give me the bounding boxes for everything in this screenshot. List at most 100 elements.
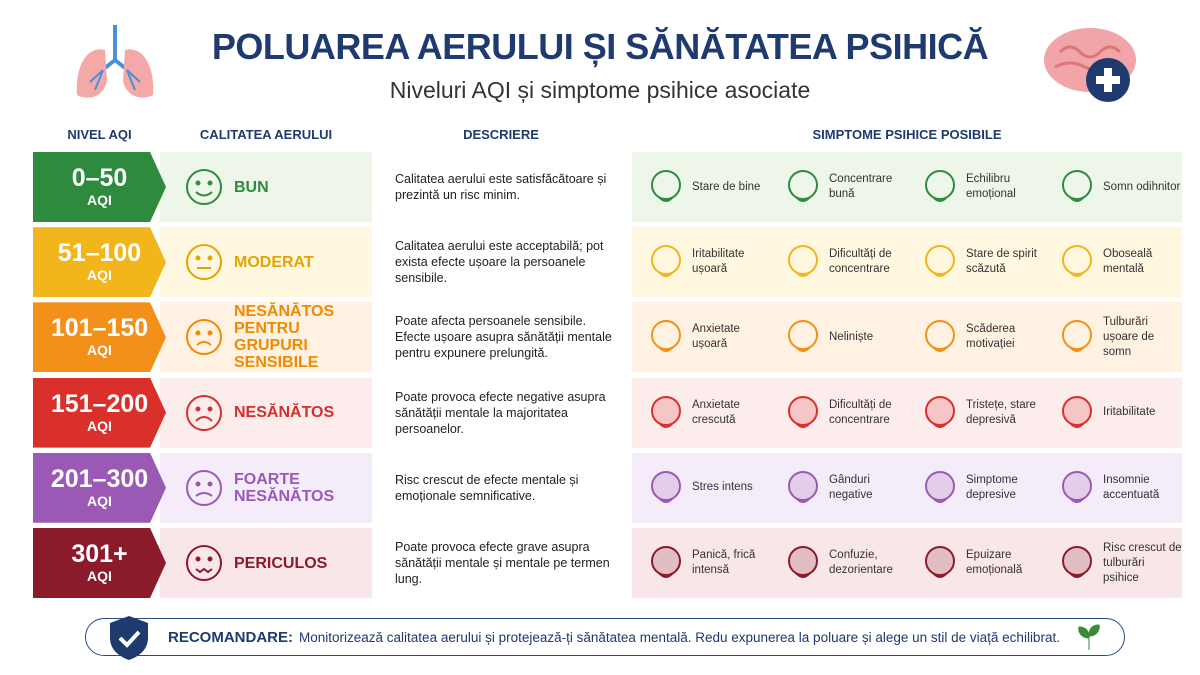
subtitle: Niveluri AQI și simptome psihice asociat… xyxy=(389,77,811,103)
aqi-range: 51–100 xyxy=(57,239,142,268)
aqi-unit: AQI xyxy=(87,568,112,584)
symptom-icon xyxy=(651,546,681,578)
recommendation-label: RECOMANDARE: xyxy=(168,628,293,646)
symptom-icon xyxy=(925,470,955,503)
column-header: NIVEL AQI xyxy=(67,127,132,142)
symptom-label: Stare de bine xyxy=(692,180,761,193)
aqi-level: 201–300 AQI xyxy=(33,452,166,523)
symptom: Oboseală mentală xyxy=(1103,227,1183,297)
title: POLUAREA AERULUI ȘI SĂNĂTATEA PSIHICĂ xyxy=(211,26,989,67)
description: Poate provoca efecte negative asupra săn… xyxy=(395,389,606,436)
symptom-icon xyxy=(651,320,681,353)
symptom-icon xyxy=(651,395,681,428)
symptom-label: Anxietate ușoară xyxy=(692,323,740,351)
row-background xyxy=(160,227,372,298)
symptom: Neliniște xyxy=(829,302,909,372)
symptom-label: Neliniște xyxy=(829,330,874,343)
description: Calitatea aerului este satisfăcătoare și… xyxy=(395,172,607,202)
aqi-range: 151–200 xyxy=(50,389,149,418)
row-background xyxy=(160,302,372,373)
aqi-level: 151–200 AQI xyxy=(33,377,166,448)
quality: FOARTE NESĂNĂTOS xyxy=(160,453,372,523)
symptom: Iritabilitate ușoară xyxy=(692,227,772,297)
symptom: Stare de spirit scăzută xyxy=(966,227,1046,297)
symptom: Tulburări ușoare de somn xyxy=(1103,302,1183,372)
leaf-icon xyxy=(1078,624,1100,650)
aqi-range: 0–50 xyxy=(71,164,128,192)
recommendation-text: Monitorizează calitatea aerului și prote… xyxy=(299,629,1060,645)
description: Poate afecta persoanele sensibile. Efect… xyxy=(395,314,612,361)
shield-icon xyxy=(110,616,148,660)
symptom-icon xyxy=(788,245,818,278)
symptom-label: Stres intens xyxy=(692,481,753,494)
row-background xyxy=(160,152,372,222)
symptom-icon xyxy=(651,470,681,503)
symptom: Risc crescut de tulburări psihice xyxy=(1103,528,1183,598)
face-icon xyxy=(186,244,222,281)
symptom-icon xyxy=(925,546,955,578)
symptom-label: Dificultăți de concentrare xyxy=(829,398,892,426)
symptom: Tristețe, stare depresivă xyxy=(966,378,1046,448)
description: Calitatea aerului este acceptabilă; pot … xyxy=(395,239,604,286)
column-header: CALITATEA AERULUI xyxy=(199,127,333,142)
symptom-icon xyxy=(925,245,955,278)
description: Risc crescut de efecte mentale și emoțio… xyxy=(395,472,579,503)
column-header: SIMPTOME PSIHICE POSIBILE xyxy=(812,127,1002,142)
symptom: Stare de bine xyxy=(692,152,772,222)
lungs-icon xyxy=(76,25,154,98)
aqi-level: 51–100 AQI xyxy=(33,227,166,298)
aqi-unit: AQI xyxy=(87,342,112,359)
face-icon xyxy=(186,394,222,431)
quality-label: PERICULOS xyxy=(234,554,328,572)
symptom-label: Stare de spirit scăzută xyxy=(966,248,1037,276)
symptom: Dificultăți de concentrare xyxy=(829,378,909,448)
face-icon xyxy=(186,319,222,356)
aqi-unit: AQI xyxy=(87,267,112,284)
face-icon xyxy=(186,169,222,205)
row-background xyxy=(160,528,372,598)
symptom-icon xyxy=(788,546,818,578)
symptom-label: Simptome depresive xyxy=(966,473,1018,501)
symptom-label: Iritabilitate xyxy=(1103,406,1156,419)
symptom-icon xyxy=(925,170,955,202)
symptom-label: Tristețe, stare depresivă xyxy=(966,398,1036,426)
quality-label: MODERAT xyxy=(234,253,314,271)
symptom-icon xyxy=(1062,320,1092,353)
symptom-icon xyxy=(651,170,681,202)
symptom: Stres intens xyxy=(692,453,772,523)
symptom-label: Scăderea motivației xyxy=(966,323,1016,351)
symptom-label: Concentrare bună xyxy=(829,173,893,200)
symptom-label: Oboseală mentală xyxy=(1103,248,1153,276)
row-background xyxy=(160,452,372,523)
quality: BUN xyxy=(160,152,372,222)
symptom-label: Anxietate crescută xyxy=(692,398,740,426)
symptom: Confuzie, dezorientare xyxy=(829,528,909,598)
symptom: Epuizare emoțională xyxy=(966,528,1046,598)
symptom-icon xyxy=(788,170,818,202)
aqi-range: 101–150 xyxy=(50,314,149,343)
symptom: Dificultăți de concentrare xyxy=(829,227,909,297)
symptom: Anxietate crescută xyxy=(692,378,772,448)
symptom-label: Somn odihnitor xyxy=(1103,180,1181,193)
symptom-label: Iritabilitate ușoară xyxy=(692,248,745,276)
symptom-label: Gânduri negative xyxy=(829,473,873,501)
face-icon xyxy=(186,469,222,506)
face-icon xyxy=(186,545,222,581)
aqi-level: 301+ AQI xyxy=(33,528,166,598)
recommendation: RECOMANDARE: Monitorizează calitatea aer… xyxy=(85,616,1125,660)
symptom: Panică, frică intensă xyxy=(692,528,772,598)
symptom-label: Dificultăți de concentrare xyxy=(829,248,892,276)
symptom-label: Echilibru emoțional xyxy=(966,173,1016,200)
symptom-icon xyxy=(925,320,955,353)
symptom-icon xyxy=(1062,170,1092,202)
aqi-unit: AQI xyxy=(87,192,112,208)
symptom-icon xyxy=(1062,245,1092,278)
symptom: Somn odihnitor xyxy=(1103,152,1183,222)
symptom-label: Confuzie, dezorientare xyxy=(829,549,893,576)
aqi-unit: AQI xyxy=(87,492,112,509)
quality: NESĂNĂTOS PENTRU GRUPURI SENSIBILE xyxy=(160,302,372,372)
row-background xyxy=(160,377,372,448)
symptom: Iritabilitate xyxy=(1103,378,1183,448)
quality-label: FOARTE NESĂNĂTOS xyxy=(234,470,335,505)
